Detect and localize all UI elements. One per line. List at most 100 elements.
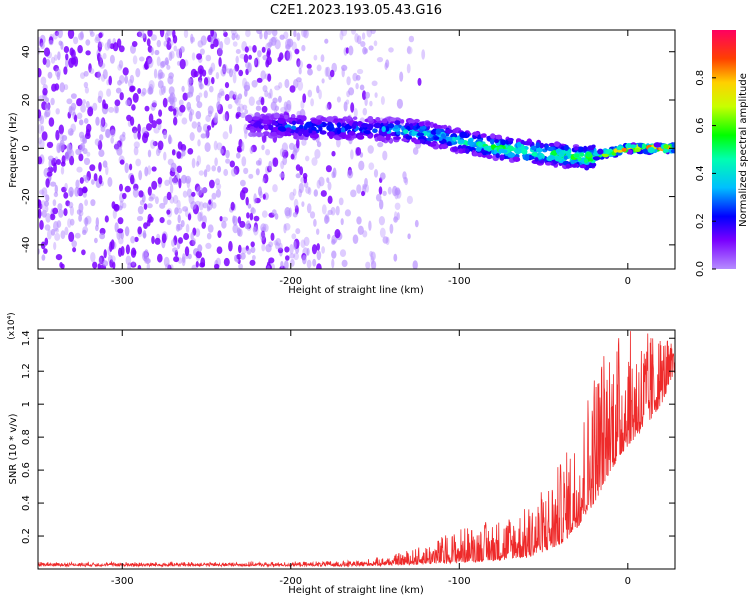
signal-cell [539, 142, 545, 149]
noise-speck [321, 204, 327, 215]
noise-speck [356, 216, 362, 225]
y-tick-label: -40 [21, 237, 32, 253]
noise-speck [148, 86, 153, 95]
noise-speck [197, 244, 203, 253]
noise-speck [196, 155, 202, 166]
signal-cell [534, 157, 539, 162]
noise-speck [283, 31, 289, 40]
signal-cell [255, 120, 262, 126]
signal-cell [573, 153, 580, 158]
noise-speck [368, 45, 374, 51]
noise-speck [327, 209, 333, 215]
noise-speck [331, 239, 336, 245]
noise-speck [310, 98, 314, 107]
noise-speck [325, 213, 330, 220]
noise-speck [232, 41, 238, 47]
noise-speck [132, 55, 138, 65]
signal-cell [507, 137, 514, 142]
signal-cell [360, 123, 369, 128]
noise-speck [256, 100, 262, 106]
y-tick-label: 0.6 [21, 462, 32, 478]
noise-speck [232, 68, 237, 74]
noise-speck [176, 151, 182, 159]
noise-speck [139, 199, 145, 206]
signal-cell [333, 118, 339, 123]
noise-speck [124, 185, 131, 193]
signal-cell [547, 154, 556, 161]
signal-cell [263, 131, 269, 136]
noise-speck [361, 190, 365, 197]
noise-speck [117, 80, 122, 86]
noise-speck [82, 229, 87, 235]
signal-cell [363, 130, 371, 135]
noise-speck [289, 244, 294, 255]
noise-speck [316, 263, 322, 269]
signal-cell [495, 134, 503, 140]
noise-speck [119, 200, 124, 209]
noise-speck [406, 45, 411, 54]
noise-speck [180, 220, 185, 228]
signal-cell [344, 134, 351, 139]
colorbar-tick-label: 0.6 [695, 118, 706, 134]
noise-speck [74, 186, 80, 197]
noise-speck [44, 224, 51, 231]
noise-speck [256, 77, 263, 83]
noise-speck [365, 91, 370, 99]
noise-speck [230, 30, 237, 36]
noise-speck [137, 205, 144, 215]
signal-cell [298, 124, 304, 129]
signal-cell [305, 121, 312, 128]
noise-speck [234, 254, 238, 262]
spectrogram-x-ticks: -300 -200 -100 0 [111, 30, 631, 287]
noise-speck [220, 90, 225, 97]
noise-speck [159, 202, 166, 209]
noise-speck [335, 205, 340, 216]
noise-speck [109, 54, 115, 64]
noise-speck [68, 57, 75, 68]
signal-cell [576, 146, 585, 153]
noise-speck [362, 107, 368, 116]
noise-speck [192, 238, 197, 246]
colorbar-ticks: 0.0 0.2 0.4 0.6 0.8 [695, 70, 716, 277]
noise-speck [40, 241, 46, 250]
signal-cell [529, 155, 536, 160]
signal-cell [482, 151, 487, 156]
noise-speck [100, 117, 106, 128]
noise-speck [187, 77, 192, 88]
signal-cell [621, 147, 627, 152]
noise-speck [107, 177, 113, 187]
noise-speck [250, 144, 257, 153]
noise-speck [221, 220, 227, 229]
noise-speck [217, 92, 221, 103]
noise-speck [271, 36, 278, 43]
noise-speck [394, 187, 401, 196]
noise-speck [74, 232, 81, 239]
noise-speck [313, 189, 318, 197]
noise-speck [182, 92, 188, 101]
noise-speck [150, 34, 157, 41]
signal-cell [605, 149, 611, 155]
noise-speck [216, 246, 223, 254]
signal-cell [440, 144, 449, 150]
noise-speck [281, 142, 288, 153]
noise-speck [151, 120, 157, 129]
noise-speck [98, 256, 103, 264]
noise-speck [172, 177, 177, 185]
signal-cell [465, 148, 470, 154]
colorbar-label: Normalized spectral amplitude [738, 73, 749, 227]
noise-speck [187, 213, 192, 221]
noise-speck [132, 187, 139, 198]
noise-speck [187, 253, 192, 260]
noise-speck [113, 105, 118, 114]
noise-speck [191, 121, 198, 129]
signal-cell [530, 145, 537, 151]
noise-speck [248, 96, 255, 106]
noise-speck [406, 195, 413, 205]
noise-speck [235, 49, 241, 54]
noise-speck [205, 242, 212, 249]
signal-cell [245, 114, 253, 121]
noise-speck [362, 46, 367, 55]
noise-speck [213, 38, 219, 48]
noise-speck [321, 246, 325, 254]
signal-cell [419, 125, 427, 130]
